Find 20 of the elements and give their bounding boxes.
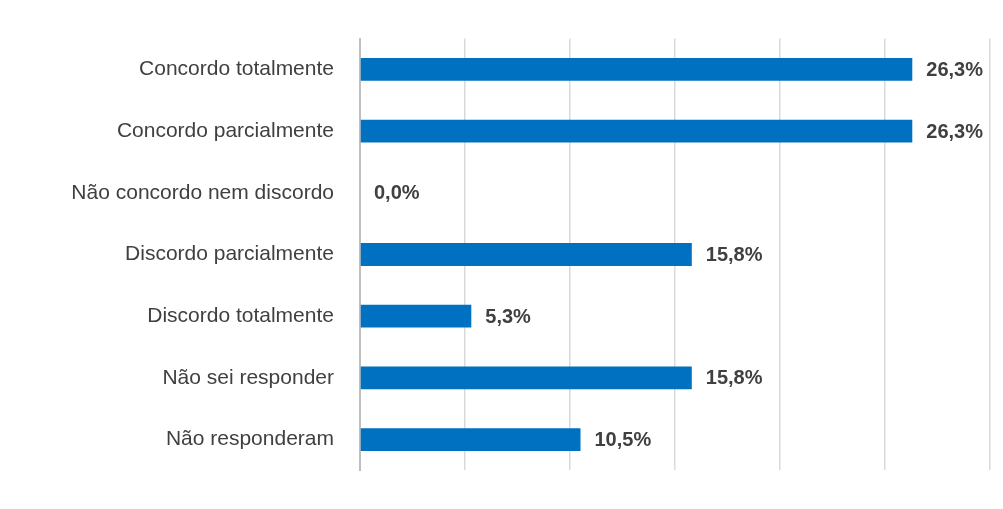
y-tick-label: Concordo totalmente (139, 56, 334, 80)
data-label: 26,3% (926, 119, 984, 142)
data-label: 26,3% (926, 57, 984, 80)
data-label: 10,5% (594, 428, 652, 451)
y-tick-label: Concordo parcialmente (116, 117, 334, 141)
y-tick-label: Discordo totalmente (147, 302, 334, 326)
y-tick-label: Não responderam (165, 426, 334, 450)
data-label: 15,8% (705, 366, 763, 389)
y-tick-label: Não sei responder (162, 364, 334, 388)
bar (360, 304, 472, 328)
y-tick-label: Não concordo nem discordo (71, 179, 334, 203)
y-tick-label: Discordo parcialmente (125, 241, 334, 265)
data-label: 0,0% (374, 181, 420, 204)
data-label: 15,8% (705, 243, 763, 266)
bar (360, 243, 692, 266)
data-label: 5,3% (485, 304, 532, 327)
bar (360, 366, 692, 390)
bar (360, 119, 913, 143)
bar (360, 428, 581, 451)
bar (360, 58, 913, 81)
